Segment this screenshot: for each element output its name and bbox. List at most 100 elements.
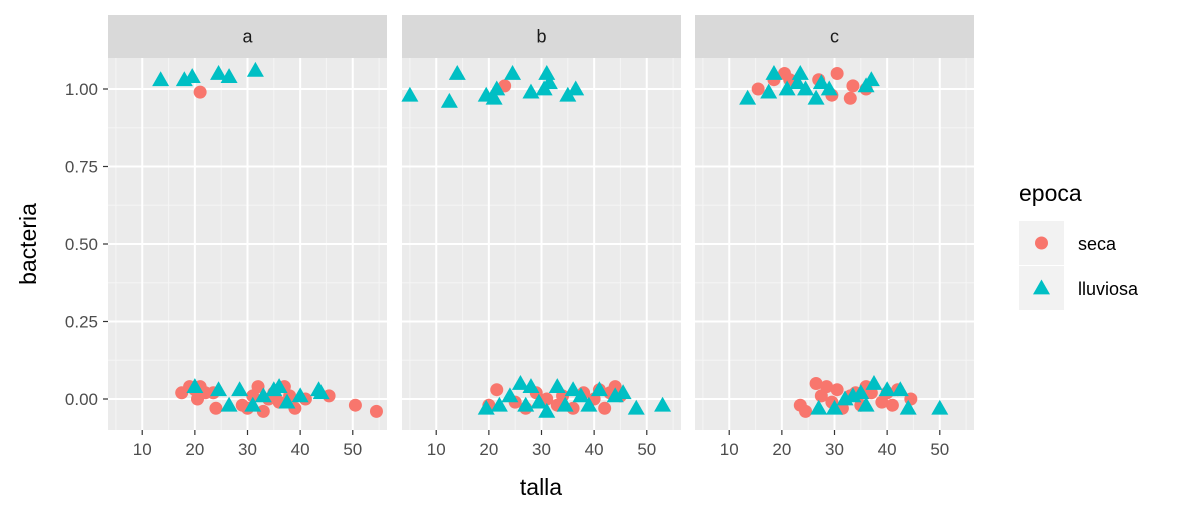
data-point	[540, 74, 558, 90]
data-point	[152, 71, 170, 87]
facet-panel-a: a	[108, 15, 387, 430]
data-point	[530, 393, 548, 409]
data-point	[799, 404, 813, 418]
legend-label: lluviosa	[1078, 279, 1139, 299]
data-point	[899, 399, 917, 415]
data-point	[797, 80, 815, 96]
data-point	[820, 380, 834, 394]
data-point	[564, 381, 582, 397]
data-point	[220, 68, 238, 83]
data-point	[931, 399, 949, 415]
data-point	[210, 381, 228, 397]
data-point	[765, 65, 783, 80]
series-lluviosa	[152, 61, 330, 412]
x-tick-label: 10	[427, 440, 446, 459]
x-axis-title: talla	[520, 474, 562, 500]
y-tick-label: 0.50	[65, 235, 98, 254]
data-point	[865, 375, 883, 390]
data-point	[193, 85, 207, 99]
data-point	[862, 71, 880, 87]
data-point	[559, 86, 577, 102]
data-point	[567, 80, 585, 96]
data-point	[826, 399, 843, 415]
series-lluviosa	[401, 65, 672, 418]
data-point	[548, 378, 566, 393]
data-point	[778, 80, 796, 96]
data-point	[809, 377, 823, 390]
data-point	[401, 86, 419, 102]
facet-strip	[695, 15, 974, 58]
data-point	[590, 381, 608, 397]
data-point	[846, 79, 860, 93]
data-point	[517, 396, 535, 412]
y-tick-label: 1.00	[65, 80, 98, 99]
data-point	[186, 378, 204, 393]
legend-label: seca	[1078, 234, 1117, 254]
data-point	[246, 61, 264, 77]
x-tick-label: 50	[637, 440, 656, 459]
data-point	[291, 387, 309, 403]
data-point	[477, 399, 495, 415]
data-point	[369, 404, 383, 418]
facet-strip-label: a	[242, 27, 253, 47]
data-point	[522, 378, 540, 393]
data-point	[598, 401, 612, 415]
data-point	[270, 378, 288, 393]
data-point	[891, 381, 909, 397]
facet-strip-label: c	[830, 27, 839, 47]
data-point	[751, 82, 765, 96]
x-tick-label: 20	[185, 440, 204, 459]
data-point	[627, 399, 645, 415]
legend-entries: seca lluviosa	[1019, 221, 1139, 310]
data-point	[312, 384, 330, 400]
x-tick-label: 50	[930, 440, 949, 459]
x-tick-label: 10	[720, 440, 739, 459]
data-point	[830, 383, 844, 397]
x-tick-label: 10	[133, 440, 152, 459]
data-point	[538, 65, 556, 80]
data-point	[739, 89, 757, 105]
y-tick-label: 0.25	[65, 313, 98, 332]
x-tick-label: 30	[238, 440, 257, 459]
data-point	[254, 387, 272, 403]
data-point	[209, 401, 223, 415]
data-point	[572, 387, 590, 403]
data-point	[183, 68, 201, 83]
data-point	[789, 74, 807, 90]
facet-panel-b: b	[401, 15, 681, 430]
y-axis-title: bacteria	[15, 203, 41, 285]
x-tick-label: 40	[291, 440, 310, 459]
data-point	[857, 396, 875, 412]
y-tick-label: 0.00	[65, 390, 98, 409]
data-point	[810, 399, 828, 415]
data-point	[244, 396, 262, 412]
data-point	[348, 398, 362, 412]
data-point	[220, 396, 238, 412]
x-tick-label: 30	[532, 440, 551, 459]
axes-layer: 10 20 30 40 50 10 20 30 40 50 10 20 30 40 50 0.00 0.25 0.…	[65, 80, 949, 459]
legend: epoca seca lluviosa	[1019, 180, 1139, 310]
data-point	[278, 393, 296, 409]
series-lluviosa	[739, 65, 949, 415]
data-point	[538, 402, 556, 418]
data-point	[852, 384, 870, 400]
data-point	[210, 65, 228, 80]
data-point	[231, 381, 249, 397]
legend-entry-lluviosa: lluviosa	[1019, 266, 1139, 310]
x-tick-label: 40	[585, 440, 604, 459]
data-point	[807, 89, 825, 105]
data-point	[885, 398, 899, 412]
data-point	[490, 396, 508, 412]
facet-panel-c: c	[695, 15, 974, 430]
legend-title: epoca	[1019, 180, 1082, 206]
facet-strip	[402, 15, 681, 58]
data-point	[490, 383, 504, 397]
data-point	[760, 83, 778, 99]
legend-marker	[1035, 236, 1048, 250]
panels-layer: a b c	[108, 15, 974, 430]
facet-strip	[108, 15, 387, 58]
data-point	[580, 396, 598, 412]
data-point	[812, 74, 830, 90]
y-tick-label: 0.75	[65, 158, 98, 177]
